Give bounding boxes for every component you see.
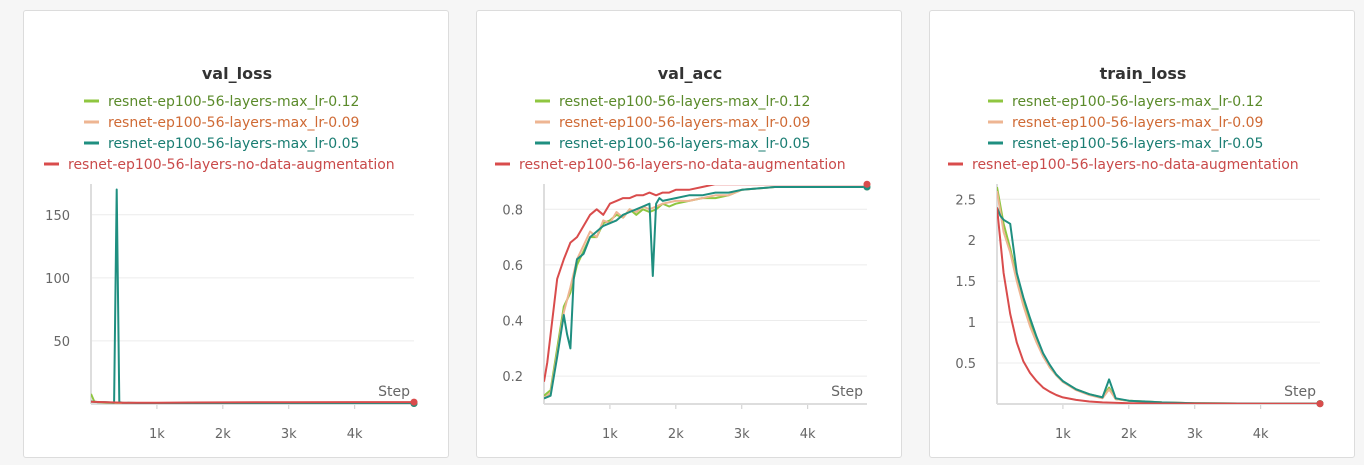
x-tick-label: 3k <box>1187 427 1203 442</box>
legend-entry[interactable]: resnet-ep100-56-layers-no-data-augmentat… <box>68 157 395 173</box>
x-tick-label: 2k <box>668 427 684 442</box>
legend-entry[interactable]: resnet-ep100-56-layers-max_lr-0.05 <box>1012 136 1263 152</box>
x-tick-label: 3k <box>734 427 750 442</box>
chart-title: val_acc <box>658 64 722 83</box>
series-end-marker <box>1316 400 1324 408</box>
train-loss-chart: train_loss resnet-ep100-56-layers-max_lr-… <box>948 64 1324 442</box>
y-tick-label: 150 <box>45 209 70 224</box>
series-end-marker <box>863 180 871 188</box>
x-tick-label: 2k <box>1121 427 1137 442</box>
y-tick-label: 2.5 <box>955 193 976 208</box>
x-tick-label: 2k <box>215 427 231 442</box>
series-line-3[interactable] <box>997 207 1320 404</box>
x-axis-label: Step <box>1284 384 1316 400</box>
val-loss-chart: val_loss resnet-ep100-56-layers-max_lr-0.… <box>44 64 418 442</box>
chart-title: train_loss <box>1100 64 1187 83</box>
y-tick-label: 0.6 <box>502 259 523 274</box>
series-line-2[interactable] <box>997 190 1320 404</box>
y-tick-label: 50 <box>53 335 70 350</box>
y-tick-label: 0.4 <box>502 315 523 330</box>
legend-entry[interactable]: resnet-ep100-56-layers-max_lr-0.12 <box>1012 94 1263 110</box>
series-line-1[interactable] <box>997 186 1320 404</box>
legend-entry[interactable]: resnet-ep100-56-layers-no-data-augmentat… <box>972 157 1299 173</box>
series-line-2[interactable] <box>544 186 867 400</box>
legend-entry[interactable]: resnet-ep100-56-layers-max_lr-0.09 <box>108 115 359 131</box>
x-tick-label: 1k <box>149 427 165 442</box>
x-tick-label: 1k <box>1055 427 1071 442</box>
x-axis-label: Step <box>831 384 863 400</box>
y-tick-label: 0.8 <box>502 203 523 218</box>
val-loss-panel: val_loss resnet-ep100-56-layers-max_lr-0.… <box>23 10 449 458</box>
val-acc-chart: val_acc resnet-ep100-56-layers-max_lr-0.1… <box>495 64 871 442</box>
y-tick-label: 2 <box>968 234 976 249</box>
series-end-marker <box>410 398 418 406</box>
legend-entry[interactable]: resnet-ep100-56-layers-max_lr-0.12 <box>559 94 810 110</box>
series-line-4[interactable] <box>997 207 1320 404</box>
series-line-4[interactable] <box>544 184 867 382</box>
legend-entry[interactable]: resnet-ep100-56-layers-max_lr-0.09 <box>1012 115 1263 131</box>
legend-entry[interactable]: resnet-ep100-56-layers-max_lr-0.09 <box>559 115 810 131</box>
legend-entry[interactable]: resnet-ep100-56-layers-max_lr-0.05 <box>559 136 810 152</box>
y-tick-label: 0.5 <box>955 357 976 372</box>
x-tick-label: 1k <box>602 427 618 442</box>
chart-title: val_loss <box>202 64 272 83</box>
x-tick-label: 4k <box>800 427 816 442</box>
x-tick-label: 3k <box>281 427 297 442</box>
x-tick-label: 4k <box>347 427 363 442</box>
legend-entry[interactable]: resnet-ep100-56-layers-no-data-augmentat… <box>519 157 846 173</box>
series-line-3[interactable] <box>544 186 867 400</box>
series-line-3[interactable] <box>91 188 414 404</box>
series-line-4[interactable] <box>91 400 414 404</box>
legend-entry[interactable]: resnet-ep100-56-layers-max_lr-0.12 <box>108 94 359 110</box>
val-acc-panel: val_acc resnet-ep100-56-layers-max_lr-0.1… <box>476 10 902 458</box>
legend-entry[interactable]: resnet-ep100-56-layers-max_lr-0.05 <box>108 136 359 152</box>
train-loss-panel: train_loss resnet-ep100-56-layers-max_lr-… <box>929 10 1355 458</box>
x-tick-label: 4k <box>1253 427 1269 442</box>
y-tick-label: 100 <box>45 272 70 287</box>
y-tick-label: 0.2 <box>502 370 523 385</box>
x-axis-label: Step <box>378 384 410 400</box>
y-tick-label: 1.5 <box>955 275 976 290</box>
series-line-1[interactable] <box>544 186 867 397</box>
y-tick-label: 1 <box>968 316 976 331</box>
